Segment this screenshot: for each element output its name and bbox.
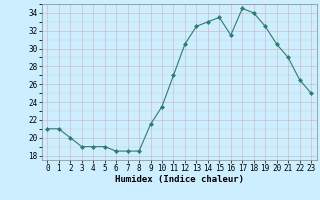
X-axis label: Humidex (Indice chaleur): Humidex (Indice chaleur) bbox=[115, 175, 244, 184]
